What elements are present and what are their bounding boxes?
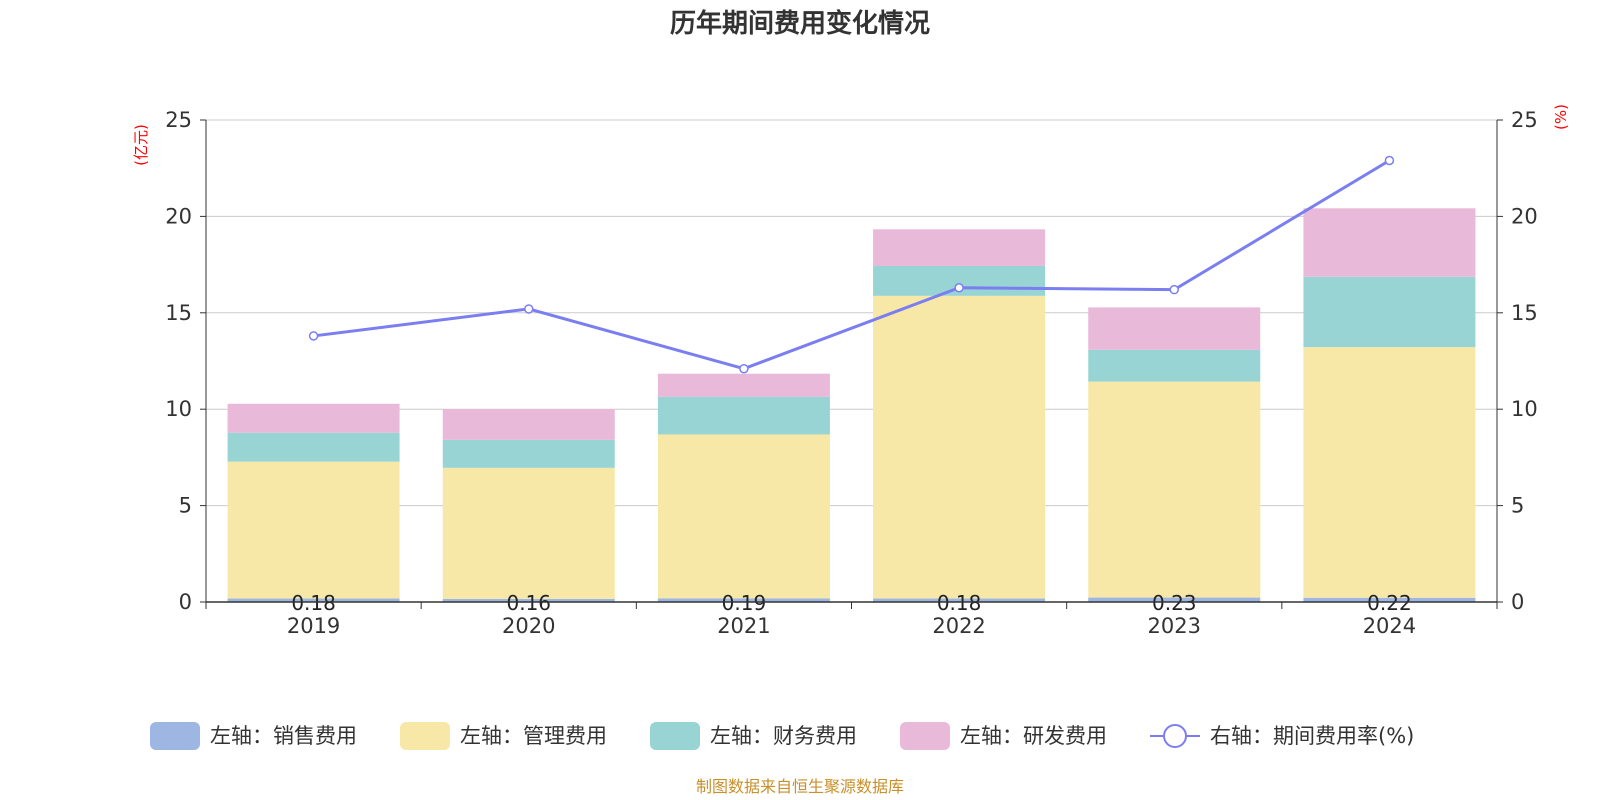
x-axis-category-label: 2020 xyxy=(502,614,555,638)
sales-fee-data-label: 0.23 xyxy=(1152,591,1197,615)
bar-左轴：财务费用-2020 xyxy=(442,439,615,468)
legend-label-0: 左轴：销售费用 xyxy=(210,724,357,748)
right-axis-unit: (%) xyxy=(1552,104,1570,130)
legend-swatch-2 xyxy=(650,722,700,750)
right-axis-tick-label: 20 xyxy=(1511,204,1538,228)
bar-左轴：财务费用-2024 xyxy=(1303,276,1476,348)
bar-左轴：管理费用-2023 xyxy=(1088,381,1261,598)
legend-marker-swatch xyxy=(1163,724,1187,748)
x-axis-category-label: 2022 xyxy=(932,614,985,638)
bar-左轴：财务费用-2021 xyxy=(657,396,830,435)
bar-左轴：管理费用-2022 xyxy=(873,295,1046,599)
chart-title: 历年期间费用变化情况 xyxy=(670,8,930,39)
legend-swatch-3 xyxy=(900,722,950,750)
line-series xyxy=(308,155,1395,374)
expense-rate-point-2020 xyxy=(524,304,534,314)
expense-rate-point-2019 xyxy=(308,331,319,341)
bar-左轴：销售费用-2021 xyxy=(657,598,830,602)
left-axis-unit: (亿元) xyxy=(132,124,150,166)
sales-fee-data-label: 0.18 xyxy=(291,591,336,615)
expense-rate-point-2024 xyxy=(1384,155,1395,166)
bar-左轴：管理费用-2020 xyxy=(442,467,615,599)
bar-左轴：研发费用-2023 xyxy=(1088,307,1261,350)
sales-fee-data-label: 0.16 xyxy=(506,591,551,615)
bar-左轴：销售费用-2019 xyxy=(227,598,400,602)
legend-label-3: 左轴：研发费用 xyxy=(960,724,1107,748)
bar-左轴：财务费用-2023 xyxy=(1088,349,1261,382)
x-axis-category-label: 2023 xyxy=(1148,614,1201,638)
bar-左轴：财务费用-2019 xyxy=(227,432,400,462)
bar-左轴：销售费用-2022 xyxy=(873,598,1046,602)
grid xyxy=(206,119,1497,507)
bar-左轴：管理费用-2024 xyxy=(1303,347,1476,598)
legend: 左轴：销售费用 左轴：管理费用 左轴：财务费用 左轴：研发费用 右轴：期间费用率(%) xyxy=(150,722,1414,750)
bar-左轴：研发费用-2020 xyxy=(442,409,615,440)
bar-左轴：研发费用-2021 xyxy=(657,373,830,397)
left-axis-tick-label: 0 xyxy=(179,590,192,614)
expense-rate-point-2021 xyxy=(739,363,749,374)
bar-左轴：销售费用-2024 xyxy=(1303,597,1476,602)
bar-左轴：管理费用-2021 xyxy=(657,434,830,599)
legend-label-2: 左轴：财务费用 xyxy=(710,724,857,748)
left-axis-tick-label: 25 xyxy=(165,108,192,132)
x-axis-category-label: 2021 xyxy=(717,614,770,638)
bar-左轴：销售费用-2020 xyxy=(442,598,615,602)
bar-左轴：研发费用-2019 xyxy=(227,403,400,433)
legend-swatch-1 xyxy=(400,722,450,750)
axes: 0 5 10 15 20 25 0 5 10 15 20 25 2019 2020 2021 2022 2023… xyxy=(165,108,1537,638)
sales-fee-data-label: 0.22 xyxy=(1367,591,1412,615)
sales-fee-data-label: 0.19 xyxy=(722,591,767,615)
legend-label-1: 左轴：管理费用 xyxy=(460,724,607,748)
left-axis-tick-label: 10 xyxy=(165,397,192,421)
expense-rate-point-2023 xyxy=(1169,284,1179,295)
bar-左轴：管理费用-2019 xyxy=(227,461,400,599)
right-axis-tick-label: 25 xyxy=(1511,108,1538,132)
bar-左轴：研发费用-2022 xyxy=(873,229,1046,266)
left-axis-tick-label: 15 xyxy=(165,301,192,325)
left-axis-tick-label: 20 xyxy=(165,204,192,228)
expense-rate-line xyxy=(313,159,1391,371)
left-axis-tick-label: 5 xyxy=(179,494,192,518)
bar-左轴：销售费用-2023 xyxy=(1088,597,1261,602)
x-axis-category-label: 2024 xyxy=(1363,614,1416,638)
right-axis-tick-label: 0 xyxy=(1511,590,1524,614)
legend-swatch-0 xyxy=(150,722,200,750)
sales-fee-data-label: 0.18 xyxy=(937,591,982,615)
legend-label-4: 右轴：期间费用率(%) xyxy=(1210,724,1414,748)
footer-source: 制图数据来自恒生聚源数据库 xyxy=(696,777,904,796)
x-axis-category-label: 2019 xyxy=(287,614,340,638)
right-axis-tick-label: 5 xyxy=(1511,494,1524,518)
expense-rate-point-2022 xyxy=(954,282,964,293)
bar-左轴：研发费用-2024 xyxy=(1303,208,1476,277)
bars: 0.18 0.16 0.19 0.18 0.23 0.22 xyxy=(227,208,1476,615)
right-axis-tick-label: 15 xyxy=(1511,301,1538,325)
right-axis-tick-label: 10 xyxy=(1511,397,1538,421)
